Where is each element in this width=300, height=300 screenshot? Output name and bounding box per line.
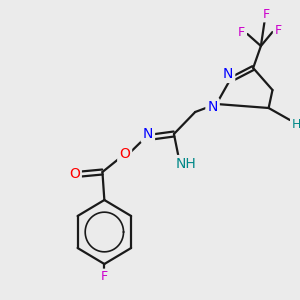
Text: NH: NH: [176, 157, 197, 171]
Text: F: F: [275, 25, 282, 38]
Text: N: N: [143, 127, 153, 141]
Text: N: N: [207, 100, 218, 114]
Text: F: F: [263, 8, 270, 20]
Text: N: N: [223, 67, 233, 81]
Text: F: F: [101, 271, 108, 284]
Text: O: O: [69, 167, 80, 181]
Text: F: F: [238, 26, 245, 40]
Text: O: O: [119, 147, 130, 161]
Text: H: H: [292, 118, 300, 130]
